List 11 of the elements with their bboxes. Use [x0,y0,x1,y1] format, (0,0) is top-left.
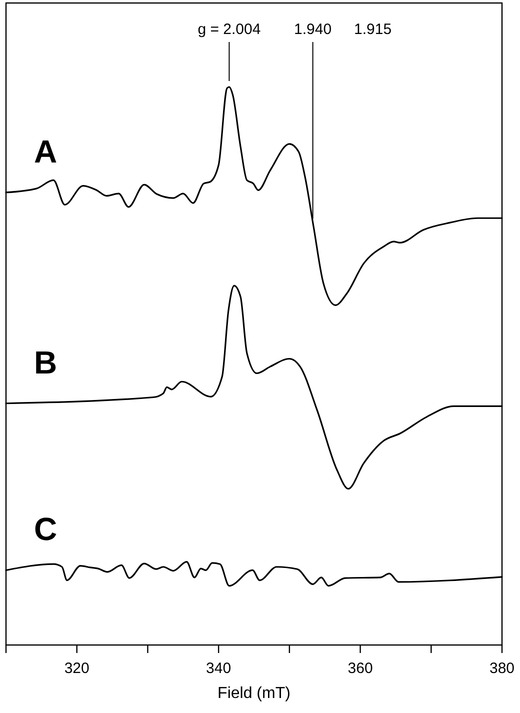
annotation: g = 2.004 [198,21,261,38]
x-tick-label: 360 [348,660,373,677]
x-tick-label: 380 [489,660,515,677]
annotation: 1.940 [294,21,332,38]
x-tick-label: 320 [64,660,90,677]
x-tick-label: 340 [206,660,232,677]
series-label: C [34,511,58,548]
series-label: A [34,133,58,170]
x-axis-title: Field (mT) [218,685,290,702]
series-label: B [34,344,58,380]
text: 1.915 [354,21,392,38]
